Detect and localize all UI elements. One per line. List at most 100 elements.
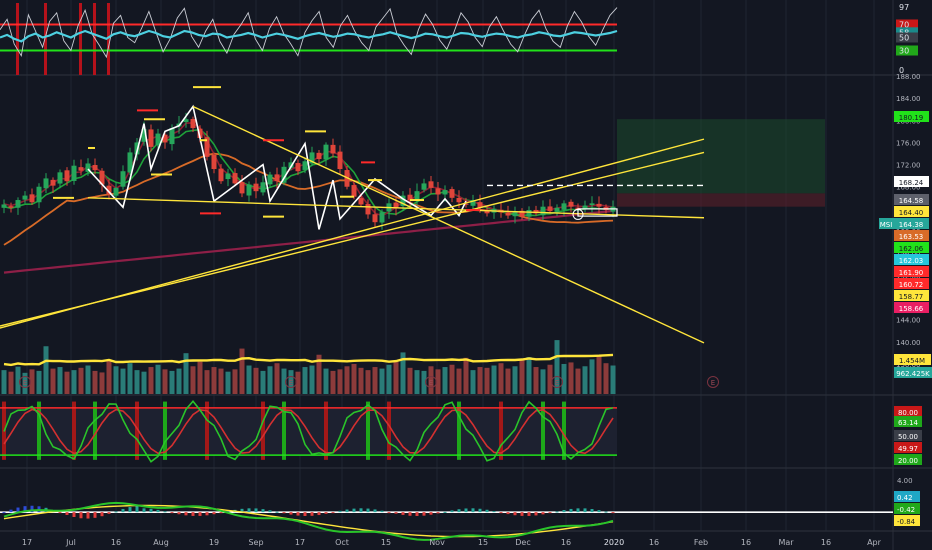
trendline: [0, 151, 705, 327]
macd-histogram-bar: [16, 507, 20, 513]
candle-body: [281, 166, 287, 183]
price-badge-label: 158.66: [899, 305, 924, 313]
earnings-marker[interactable]: [707, 376, 719, 388]
time-axis-label: Oct: [335, 538, 349, 547]
price-panel[interactable]: [0, 86, 825, 344]
price-badge[interactable]: [894, 111, 929, 122]
candle-body: [561, 203, 567, 210]
symbol-badge: [879, 218, 894, 229]
price-badge[interactable]: [894, 242, 929, 253]
time-axis-label: 19: [209, 538, 219, 547]
macd-histogram-bar: [352, 508, 356, 513]
volume-label: 962.425K: [896, 370, 930, 378]
volume-bar: [36, 370, 42, 394]
price-badge[interactable]: [894, 302, 929, 313]
stoch-axis-badge: [894, 430, 922, 441]
time-axis-label: Sep: [248, 538, 263, 547]
macd-histogram-bar: [170, 512, 174, 514]
candle-body: [1, 204, 7, 208]
candle-body: [127, 152, 133, 173]
rsi-slow-line: [0, 29, 618, 43]
price-axis[interactable]: 97705850300188.00184.00180.00176.00172.0…: [879, 3, 932, 526]
volume-bar: [267, 366, 273, 394]
candle-body: [393, 202, 399, 208]
earnings-marker[interactable]: [285, 376, 297, 388]
macd-signal-line: [3, 504, 614, 538]
price-badge[interactable]: [894, 194, 929, 205]
macd-histogram-bar: [541, 512, 545, 515]
volume-bar: [519, 360, 525, 394]
price-badge[interactable]: [894, 230, 929, 241]
stoch-cross-marker: [562, 401, 566, 460]
macd-histogram-bar: [485, 509, 489, 513]
time-axis-label: 15: [478, 538, 488, 547]
macd-histogram-bar: [149, 508, 153, 513]
macd-histogram-bar: [86, 512, 90, 519]
volume-bar: [288, 370, 294, 394]
macd-axis-badge: [894, 515, 920, 526]
earnings-marker[interactable]: [551, 376, 563, 388]
volume-bar: [197, 361, 203, 394]
macd-histogram-bar: [226, 511, 230, 513]
volume-bar: [372, 367, 378, 394]
macd-histogram-bar: [345, 509, 349, 513]
stoch-cross-marker-red: [205, 401, 209, 460]
price-badge[interactable]: [894, 278, 929, 289]
stoch-cross-marker-red: [72, 401, 76, 460]
rsi-axis-label: 30: [899, 47, 909, 56]
price-badge[interactable]: [894, 176, 929, 187]
volume-bar: [253, 367, 259, 394]
price-badge-label: 163.53: [899, 233, 924, 241]
macd-histogram-bar: [198, 512, 202, 516]
macd-histogram-bar: [142, 508, 146, 513]
earnings-marker[interactable]: [19, 376, 31, 388]
price-badge[interactable]: [894, 254, 929, 265]
macd-histogram-bar: [205, 512, 209, 516]
price-badge[interactable]: [894, 266, 929, 277]
macd-histogram-bar: [436, 512, 440, 514]
macd-histogram-bar: [415, 512, 419, 516]
macd-line: [3, 501, 614, 541]
volume-bar: [414, 370, 420, 394]
macd-histogram-bar: [289, 512, 293, 515]
price-badge[interactable]: [894, 218, 929, 229]
volume-bar: [470, 370, 476, 394]
macd-histogram-bar: [65, 512, 69, 515]
macd-histogram-bar: [387, 512, 391, 514]
volume-bar: [330, 370, 336, 394]
volume-bar: [386, 364, 392, 394]
macd-histogram-bar: [604, 511, 608, 513]
candle-body: [120, 171, 126, 187]
volume-bar: [442, 367, 448, 394]
volume-bar: [596, 354, 602, 394]
candle-body: [22, 195, 28, 200]
candle-body: [204, 137, 210, 157]
macd-panel[interactable]: [0, 501, 893, 541]
macd-histogram-bar: [492, 511, 496, 513]
zigzag-line: [87, 104, 467, 230]
candle-body: [267, 174, 273, 185]
rsi-panel[interactable]: [0, 3, 618, 75]
macd-histogram-bar: [100, 512, 104, 517]
stochastic-panel[interactable]: [0, 399, 617, 463]
time-axis-label: 2020: [604, 538, 624, 547]
price-badge-label: 164.40: [899, 209, 924, 217]
candle-body: [589, 203, 595, 205]
macd-histogram-bar: [247, 508, 251, 513]
symbol-label: MSI: [880, 221, 893, 229]
volume-bar: [491, 365, 497, 394]
macd-histogram-bar: [317, 512, 321, 516]
macd-histogram-bar: [408, 512, 412, 516]
price-badge[interactable]: [894, 206, 929, 217]
price-badge[interactable]: [894, 290, 929, 301]
macd-histogram-bar: [212, 512, 216, 515]
volume-bar: [456, 368, 462, 394]
time-axis-label: 16: [741, 538, 751, 547]
earnings-marker[interactable]: [425, 376, 437, 388]
macd-histogram-bar: [23, 506, 27, 513]
macd-histogram-bar: [135, 505, 139, 513]
time-axis[interactable]: 17 Jul 16 Aug 19 Sep 17 Oct 15 Nov 15 Dec 16 2020 16 Fe…: [22, 538, 882, 547]
